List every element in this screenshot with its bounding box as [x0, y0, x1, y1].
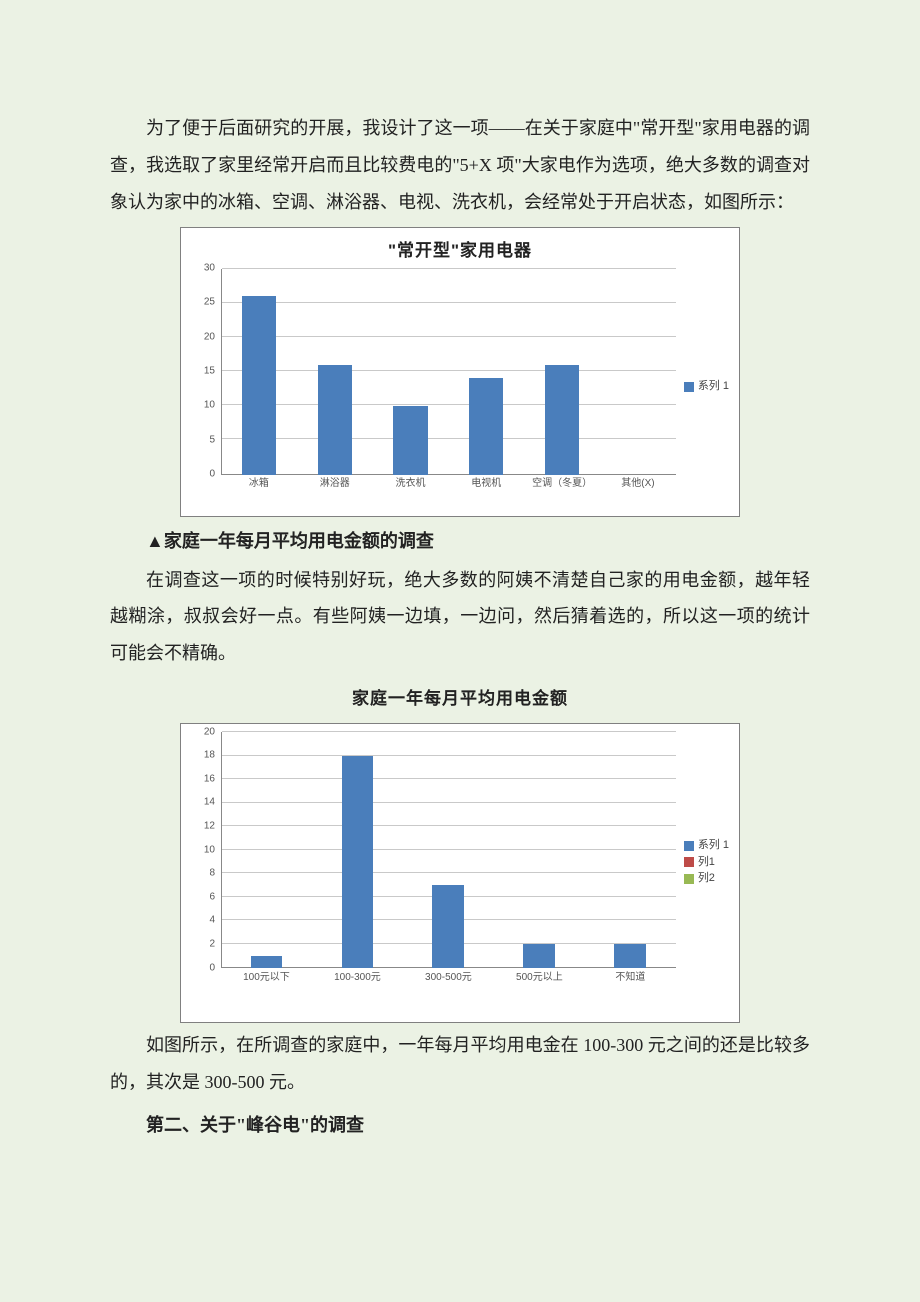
y-tick-label: 25 — [204, 293, 215, 314]
legend-label: 列2 — [698, 870, 715, 887]
document-page: 为了便于后面研究的开展，我设计了这一项——在关于家庭中"常开型"家用电器的调查，… — [0, 0, 920, 1302]
y-tick-label: 2 — [209, 934, 215, 955]
paragraph-bill-result: 如图所示，在所调查的家庭中，一年每月平均用电金在 100-300 元之间的还是比… — [110, 1027, 810, 1101]
legend-item: 列1 — [684, 854, 729, 871]
y-tick-label: 16 — [204, 769, 215, 790]
chart-appliances-legend: 系列 1 — [676, 269, 739, 529]
x-tick-label: 洗衣机 — [396, 474, 426, 495]
x-tick-label: 冰箱 — [249, 474, 269, 495]
bar — [251, 956, 283, 968]
y-tick-label: 12 — [204, 816, 215, 837]
y-tick-label: 14 — [204, 793, 215, 814]
legend-swatch — [684, 857, 694, 867]
legend-label: 列1 — [698, 854, 715, 871]
y-tick-label: 0 — [209, 958, 215, 979]
chart-bill: 0 24 6 810 1214 16 1820 100元以下 100-300元 300-500元… — [110, 723, 810, 1023]
legend-item: 列2 — [684, 870, 729, 887]
legend-item: 系列 1 — [684, 837, 729, 854]
chart-bill-box: 0 24 6 810 1214 16 1820 100元以下 100-300元 300-500元… — [180, 723, 740, 1023]
y-tick-label: 5 — [209, 430, 215, 451]
bar — [242, 296, 276, 475]
chart-appliances-xlabels: 冰箱 淋浴器 洗衣机 电视机 空调（冬夏） 其他(X) — [221, 475, 676, 499]
chart-bill-title: 家庭一年每月平均用电金额 — [110, 682, 810, 717]
bar — [523, 944, 555, 968]
chart-appliances-plot: 051015202530 冰箱淋浴器洗衣机电视机空调（冬夏）其他(X) — [187, 269, 676, 499]
y-tick-label: 6 — [209, 887, 215, 908]
chart-bill-legend: 系列 1列1列2 — [676, 732, 739, 1016]
bar — [393, 406, 427, 475]
bar — [432, 885, 464, 968]
bar — [342, 756, 374, 968]
bar — [469, 378, 503, 474]
y-tick-label: 15 — [204, 361, 215, 382]
y-tick-label: 10 — [204, 840, 215, 861]
chart-appliances-yaxis: 051015202530 — [187, 269, 221, 475]
legend-label: 系列 1 — [698, 378, 729, 395]
legend-label: 系列 1 — [698, 837, 729, 854]
y-tick-label: 0 — [209, 464, 215, 485]
chart-appliances-bars — [221, 269, 676, 475]
chart-bill-xlabels: 100元以下 100-300元 300-500元 500元以上 不知道 — [221, 968, 676, 992]
chart-appliances-title: "常开型"家用电器 — [181, 228, 739, 269]
y-tick-label: 8 — [209, 863, 215, 884]
bar — [545, 365, 579, 475]
chart-bill-plot: 02468101214161820 100元以下100-300元300-500元… — [187, 732, 676, 992]
y-tick-label: 20 — [204, 722, 215, 743]
x-tick-label: 不知道 — [615, 968, 645, 989]
x-tick-label: 100元以下 — [243, 968, 290, 989]
x-tick-label: 500元以上 — [516, 968, 563, 989]
section-heading-peak-valley: 第二、关于"峰谷电"的调查 — [110, 1107, 810, 1144]
y-tick-label: 18 — [204, 745, 215, 766]
chart-appliances-box: "常开型"家用电器 0 5 10 15 20 25 30 冰箱 淋浴器 洗衣机 电视机 空调（冬夏）… — [180, 227, 740, 517]
x-tick-label: 100-300元 — [334, 968, 381, 989]
x-tick-label: 其他(X) — [621, 474, 654, 495]
y-tick-label: 30 — [204, 258, 215, 279]
x-tick-label: 淋浴器 — [320, 474, 350, 495]
bar — [614, 944, 646, 968]
paragraph-intro: 为了便于后面研究的开展，我设计了这一项——在关于家庭中"常开型"家用电器的调查，… — [110, 110, 810, 221]
bar — [318, 365, 352, 475]
legend-swatch — [684, 382, 694, 392]
chart-bill-yaxis: 02468101214161820 — [187, 732, 221, 968]
chart-appliances: "常开型"家用电器 0 5 10 15 20 25 30 冰箱 淋浴器 洗衣机 电视机 空调（冬夏）… — [110, 227, 810, 517]
y-tick-label: 4 — [209, 911, 215, 932]
chart-bill-bars — [221, 732, 676, 968]
legend-swatch — [684, 841, 694, 851]
x-tick-label: 300-500元 — [425, 968, 472, 989]
legend-item: 系列 1 — [684, 378, 729, 395]
y-tick-label: 10 — [204, 396, 215, 417]
x-tick-label: 空调（冬夏） — [532, 474, 592, 495]
x-tick-label: 电视机 — [471, 474, 501, 495]
paragraph-bill-survey: 在调查这一项的时候特别好玩，绝大多数的阿姨不清楚自己家的用电金额，越年轻越糊涂，… — [110, 562, 810, 673]
y-tick-label: 20 — [204, 327, 215, 348]
legend-swatch — [684, 874, 694, 884]
